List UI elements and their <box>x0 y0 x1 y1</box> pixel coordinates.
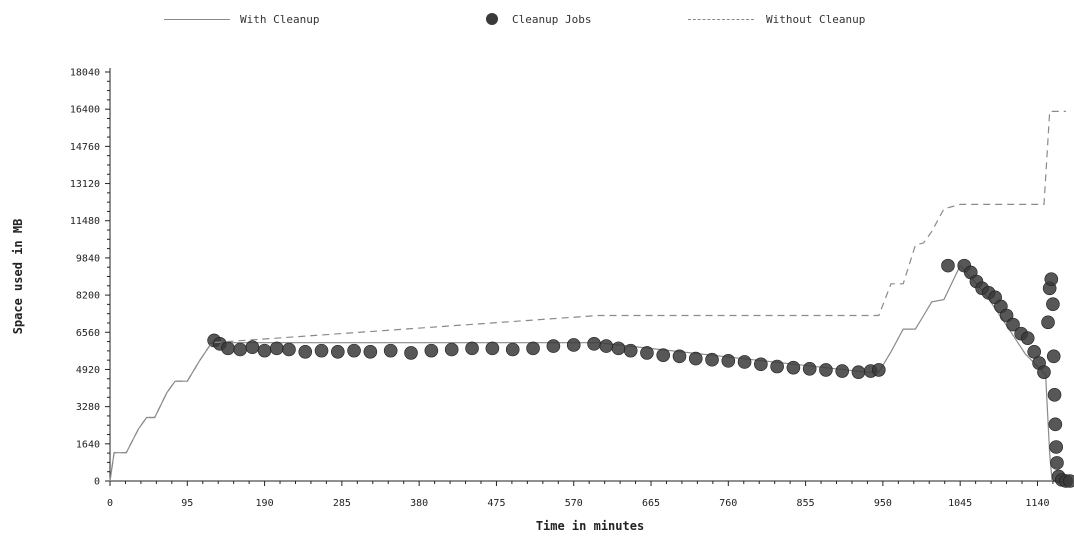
cleanup-job-marker <box>737 355 752 369</box>
cleanup-job-marker <box>1044 272 1059 287</box>
cleanup-job-marker <box>233 342 247 357</box>
cleanup-job-marker <box>819 363 833 377</box>
cleanup-job-marker <box>526 341 540 356</box>
y-tick-label: 6560 <box>76 328 100 339</box>
cleanup-job-marker <box>505 342 520 357</box>
cleanup-job-marker <box>835 364 850 378</box>
cleanup-job-marker <box>786 360 801 375</box>
cleanup-job-marker <box>802 361 817 376</box>
cleanup-job-marker <box>941 258 955 273</box>
legend-item-cleanup-jobs: Cleanup Jobs <box>486 8 591 30</box>
cleanup-job-marker <box>282 342 296 357</box>
cleanup-job-marker <box>1046 297 1060 311</box>
cleanup-job-marker <box>611 341 626 356</box>
legend-swatch-dashed-line <box>688 18 754 20</box>
cleanup-job-marker <box>269 341 284 356</box>
y-tick-label: 0 <box>94 477 100 488</box>
cleanup-job-marker <box>721 354 736 368</box>
cleanup-job-marker <box>383 343 398 358</box>
legend-swatch-dot <box>486 13 498 25</box>
cleanup-job-marker <box>465 341 479 356</box>
cleanup-job-marker <box>1049 440 1063 454</box>
cleanup-job-marker <box>347 343 361 358</box>
cleanup-job-marker <box>1027 344 1042 359</box>
legend-item-without-cleanup: Without Cleanup <box>688 8 865 30</box>
y-tick-label: 9840 <box>76 253 100 264</box>
y-tick-label: 11480 <box>70 216 100 227</box>
cleanup-job-marker <box>404 346 418 360</box>
cleanup-job-marker <box>1020 331 1035 345</box>
cleanup-job-marker <box>754 357 768 372</box>
y-axis-title: Space used in MB <box>11 219 25 335</box>
y-tick-label: 1640 <box>76 439 100 450</box>
y-tick-label: 4920 <box>76 365 100 376</box>
cleanup-job-marker <box>1041 315 1055 330</box>
y-tick-label: 13120 <box>70 179 100 190</box>
legend-label-cleanup-jobs: Cleanup Jobs <box>512 12 592 26</box>
legend-label-without-cleanup: Without Cleanup <box>766 12 866 26</box>
series-line-with-cleanup <box>109 264 1053 482</box>
cleanup-job-marker <box>656 348 671 362</box>
x-tick-label: 665 <box>642 498 660 509</box>
cleanup-job-marker <box>1063 474 1074 488</box>
cleanup-job-marker <box>257 343 272 358</box>
cleanup-job-marker <box>1037 365 1051 379</box>
x-tick-label: 570 <box>565 498 583 509</box>
cleanup-job-marker <box>688 351 703 366</box>
y-tick-label: 16400 <box>70 105 100 116</box>
x-tick-label: 1045 <box>948 498 972 509</box>
x-tick-label: 950 <box>874 498 892 509</box>
cleanup-job-marker <box>566 338 581 352</box>
cleanup-job-marker <box>640 346 654 360</box>
series-line-without-cleanup <box>109 110 1066 482</box>
cleanup-job-marker <box>587 337 601 351</box>
cleanup-job-marker <box>851 365 866 379</box>
chart-legend: With Cleanup Cleanup Jobs Without Cleanu… <box>0 8 1074 32</box>
cleanup-job-marker <box>314 343 329 358</box>
y-tick-label: 3280 <box>76 402 100 413</box>
cleanup-job-marker <box>1047 388 1062 402</box>
cleanup-job-marker <box>1046 349 1061 364</box>
cleanup-job-marker <box>363 344 378 359</box>
x-tick-label: 95 <box>181 498 193 509</box>
legend-label-with-cleanup: With Cleanup <box>240 12 320 26</box>
cleanup-job-marker <box>770 359 784 374</box>
cleanup-job-marker <box>672 349 687 364</box>
cleanup-job-marker <box>424 343 439 358</box>
cleanup-job-marker <box>599 339 614 353</box>
cleanup-job-marker <box>546 339 561 353</box>
cleanup-job-marker <box>872 363 886 377</box>
x-axis-title: Time in minutes <box>536 519 644 533</box>
x-tick-label: 380 <box>410 498 428 509</box>
y-tick-label: 8200 <box>76 291 100 302</box>
cleanup-job-marker <box>623 343 638 358</box>
y-tick-label: 14760 <box>70 142 100 153</box>
x-tick-label: 1140 <box>1025 498 1049 509</box>
cleanup-job-marker <box>221 341 235 356</box>
x-tick-label: 0 <box>107 498 113 509</box>
legend-swatch-solid-line <box>164 18 230 20</box>
cleanup-job-marker <box>1048 417 1063 432</box>
cleanup-job-marker <box>330 344 345 359</box>
cleanup-job-marker <box>444 342 459 357</box>
cleanup-job-marker <box>705 352 719 367</box>
cleanup-job-marker <box>245 340 260 355</box>
cleanup-job-marker <box>1006 317 1020 332</box>
legend-item-with-cleanup: With Cleanup <box>164 8 319 30</box>
cleanup-job-marker <box>1050 456 1064 470</box>
y-tick-label: 18040 <box>70 68 100 79</box>
cleanup-job-marker <box>298 344 313 359</box>
x-tick-label: 285 <box>333 498 351 509</box>
x-tick-label: 855 <box>797 498 815 509</box>
cleanup-job-marker <box>485 341 500 356</box>
x-tick-label: 760 <box>719 498 737 509</box>
x-tick-label: 190 <box>256 498 274 509</box>
x-tick-label: 475 <box>487 498 505 509</box>
